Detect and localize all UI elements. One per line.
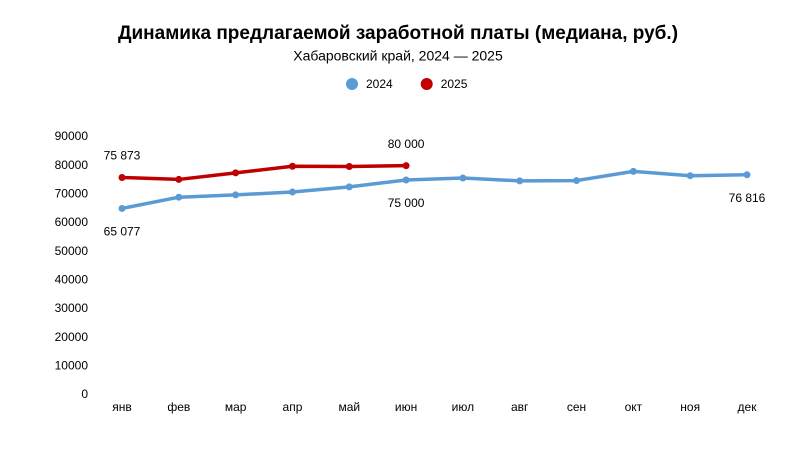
data-point — [288, 162, 296, 170]
x-tick-label: ноя — [680, 400, 700, 414]
x-tick-label: фев — [167, 400, 190, 414]
data-point — [175, 193, 183, 201]
data-point — [118, 173, 126, 181]
data-point — [232, 191, 240, 199]
x-tick-label: июн — [395, 400, 417, 414]
data-point — [402, 162, 410, 170]
series-line — [121, 169, 748, 211]
data-point — [345, 183, 353, 191]
data-point — [402, 176, 410, 184]
x-tick-label: дек — [738, 400, 758, 414]
data-point — [175, 175, 183, 183]
chart-subtitle: Хабаровский край, 2024 — 2025 — [293, 48, 503, 64]
x-tick-label: мар — [225, 400, 247, 414]
x-tick-label: май — [338, 400, 360, 414]
data-point — [118, 204, 126, 212]
series-line — [121, 163, 407, 182]
data-point — [288, 188, 296, 196]
y-tick-label: 30000 — [55, 301, 89, 315]
data-point — [459, 174, 467, 182]
data-label: 65 077 — [104, 225, 141, 239]
data-label: 75 000 — [388, 196, 425, 210]
y-tick-label: 70000 — [55, 187, 89, 201]
data-label: 75 873 — [104, 149, 141, 163]
x-tick-label: апр — [283, 400, 303, 414]
y-tick-label: 40000 — [55, 273, 89, 287]
data-point — [686, 172, 694, 180]
y-tick-label: 90000 — [55, 129, 89, 143]
y-tick-label: 10000 — [55, 359, 89, 373]
y-tick-label: 80000 — [55, 158, 89, 172]
data-point — [345, 163, 353, 171]
x-tick-label: июл — [452, 400, 474, 414]
y-tick-label: 50000 — [55, 244, 89, 258]
legend-marker — [346, 78, 358, 90]
data-point — [516, 177, 524, 185]
x-tick-label: окт — [625, 400, 643, 414]
legend-label: 2024 — [366, 77, 393, 91]
data-point — [573, 177, 581, 185]
chart-title: Динамика предлагаемой заработной платы (… — [118, 23, 678, 44]
x-tick-label: авг — [511, 400, 529, 414]
data-label: 80 000 — [388, 137, 425, 151]
data-point — [232, 169, 240, 177]
data-label: 76 816 — [729, 191, 766, 205]
y-tick-label: 60000 — [55, 215, 89, 229]
x-tick-label: сен — [567, 400, 586, 414]
x-tick-label: янв — [112, 400, 132, 414]
data-point — [743, 171, 751, 179]
y-tick-label: 20000 — [55, 330, 89, 344]
y-tick-label: 0 — [81, 387, 88, 401]
legend-label: 2025 — [441, 77, 468, 91]
legend-marker — [420, 78, 433, 90]
data-point — [629, 167, 637, 175]
